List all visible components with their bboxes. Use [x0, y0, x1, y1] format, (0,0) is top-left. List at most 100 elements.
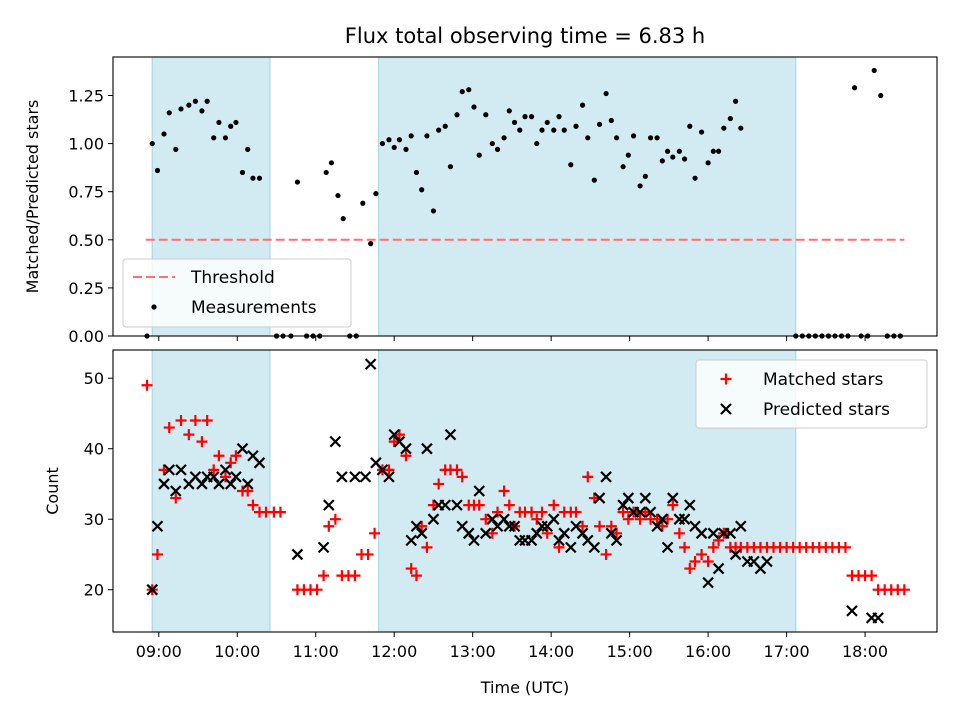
data-point — [196, 478, 208, 490]
data-point — [670, 154, 676, 160]
data-point — [498, 513, 510, 525]
data-point — [732, 98, 739, 104]
axes-frame — [112, 349, 938, 633]
data-point — [579, 102, 586, 108]
y-tick-label: 0.00 — [68, 327, 104, 346]
data-point — [593, 492, 606, 504]
data-point — [241, 478, 254, 490]
y-tick-label: 1.00 — [68, 135, 104, 154]
data-point — [211, 135, 217, 141]
data-point — [224, 478, 237, 490]
data-point — [427, 499, 439, 511]
data-point — [336, 471, 348, 483]
data-point — [360, 200, 366, 206]
data-point — [391, 144, 397, 151]
data-point — [673, 527, 685, 539]
data-point — [317, 541, 330, 554]
data-point — [707, 541, 719, 553]
data-point — [600, 548, 612, 560]
data-point — [451, 464, 463, 476]
data-point — [219, 464, 232, 476]
data-point — [183, 429, 195, 441]
data-point — [492, 506, 504, 518]
data-point — [729, 548, 742, 561]
data-point — [866, 570, 878, 582]
data-point — [696, 548, 708, 560]
y-tick-label: 20 — [84, 581, 104, 600]
data-point — [702, 556, 714, 567]
data-point — [489, 140, 495, 147]
legend-matched-swatch — [720, 373, 732, 385]
data-point — [242, 485, 254, 497]
data-point — [471, 104, 477, 110]
data-point — [526, 506, 538, 518]
data-point — [236, 442, 249, 455]
data-point — [466, 87, 472, 93]
data-point — [396, 137, 403, 143]
data-point — [250, 175, 256, 181]
data-point — [230, 471, 242, 483]
data-point — [459, 89, 465, 95]
x-tick-label: 13:00 — [450, 642, 496, 661]
data-point — [318, 570, 330, 582]
data-point — [158, 464, 170, 476]
data-point — [676, 148, 682, 154]
data-point — [141, 379, 153, 391]
data-point — [364, 358, 377, 370]
y-tick-label: 40 — [84, 440, 104, 459]
data-point — [199, 108, 205, 114]
data-point — [712, 562, 725, 575]
data-point — [323, 169, 329, 176]
data-point — [213, 478, 225, 490]
data-point — [639, 492, 652, 504]
data-point — [622, 513, 634, 525]
data-point — [498, 485, 510, 497]
data-point — [421, 541, 433, 553]
data-point — [573, 123, 579, 129]
x-tick-label: 14:00 — [528, 642, 574, 661]
data-point — [501, 135, 507, 141]
data-point — [433, 478, 445, 490]
data-point — [291, 548, 304, 561]
data-point — [328, 160, 335, 166]
data-point — [639, 506, 651, 518]
legend-predicted-label: Predicted stars — [763, 400, 890, 420]
y-tick-label: 0.25 — [68, 279, 104, 298]
data-point — [613, 135, 620, 141]
data-point — [536, 506, 548, 518]
data-point — [588, 541, 601, 554]
y-tick-label: 50 — [84, 369, 104, 388]
data-point — [479, 527, 492, 540]
data-point — [508, 520, 521, 533]
data-markers — [144, 67, 903, 339]
data-point — [558, 527, 571, 540]
data-point — [553, 541, 565, 553]
data-point — [186, 102, 192, 108]
data-point — [170, 485, 182, 497]
data-point — [256, 175, 263, 181]
data-point — [349, 471, 361, 483]
data-point — [667, 499, 679, 511]
data-point — [486, 527, 498, 539]
data-point — [561, 127, 567, 133]
data-point — [839, 541, 851, 553]
data-point — [548, 499, 560, 511]
axes-frame — [112, 56, 938, 337]
data-point — [610, 534, 623, 547]
data-point — [444, 428, 457, 441]
x-tick-label: 12:00 — [371, 642, 417, 661]
data-point — [408, 133, 414, 139]
data-point — [329, 435, 342, 448]
x-tick-label: 18:00 — [842, 642, 888, 661]
data-point — [192, 98, 198, 104]
data-point — [541, 527, 553, 539]
data-point — [340, 216, 346, 222]
data-point — [530, 527, 543, 540]
data-point — [738, 125, 744, 131]
legend-predicted-swatch — [720, 403, 732, 415]
data-point — [430, 208, 437, 214]
data-point — [661, 541, 674, 554]
data-point — [151, 520, 164, 533]
data-point — [427, 513, 440, 525]
